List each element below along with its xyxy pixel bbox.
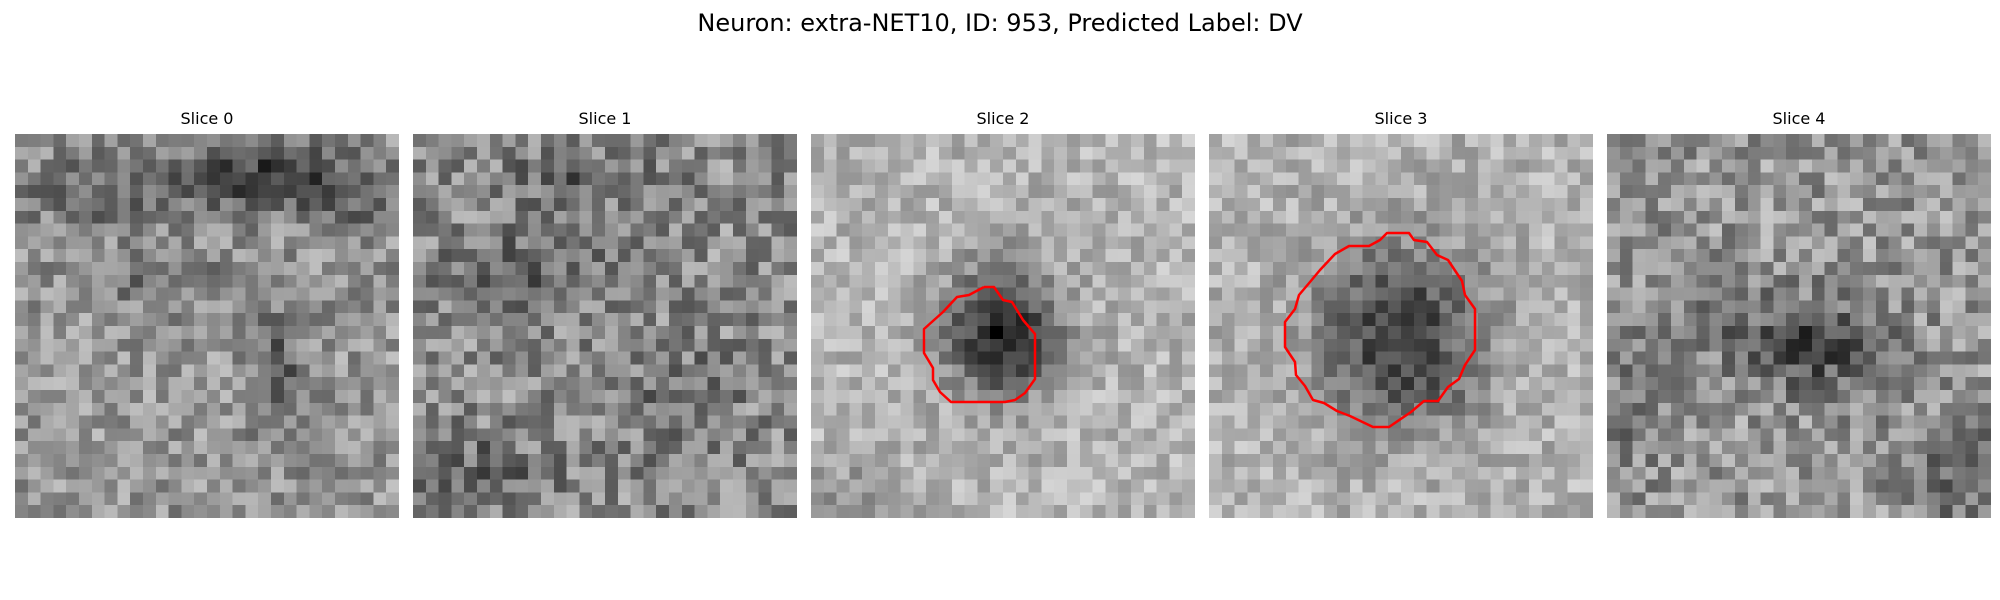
slice-panel-4: Slice 4 bbox=[1607, 108, 1991, 518]
slice-image-0 bbox=[15, 134, 399, 518]
slice-title-2: Slice 2 bbox=[976, 109, 1030, 128]
roi-outline-2 bbox=[922, 285, 1037, 404]
slice-image-4 bbox=[1607, 134, 1991, 518]
slice-panel-2: Slice 2 bbox=[811, 108, 1195, 518]
slice-image-3 bbox=[1209, 134, 1593, 518]
slice-image-1 bbox=[413, 134, 797, 518]
slice-panel-3: Slice 3 bbox=[1209, 108, 1593, 518]
slice-canvas-2 bbox=[811, 134, 1195, 518]
roi-contour-3 bbox=[1283, 231, 1477, 429]
slice-canvas-0 bbox=[15, 134, 399, 518]
slice-image-2 bbox=[811, 134, 1195, 518]
slice-panel-1: Slice 1 bbox=[413, 108, 797, 518]
slice-title-4: Slice 4 bbox=[1772, 109, 1826, 128]
slice-canvas-1 bbox=[413, 134, 797, 518]
slice-title-3: Slice 3 bbox=[1374, 109, 1428, 128]
slice-canvas-4 bbox=[1607, 134, 1991, 518]
slice-title-0: Slice 0 bbox=[180, 109, 234, 128]
roi-outline-3 bbox=[1283, 231, 1477, 429]
slice-title-1: Slice 1 bbox=[578, 109, 632, 128]
figure-title: Neuron: extra-NET10, ID: 953, Predicted … bbox=[697, 9, 1303, 37]
roi-contour-2 bbox=[922, 285, 1037, 404]
slice-panel-0: Slice 0 bbox=[15, 108, 399, 518]
slice-canvas-3 bbox=[1209, 134, 1593, 518]
